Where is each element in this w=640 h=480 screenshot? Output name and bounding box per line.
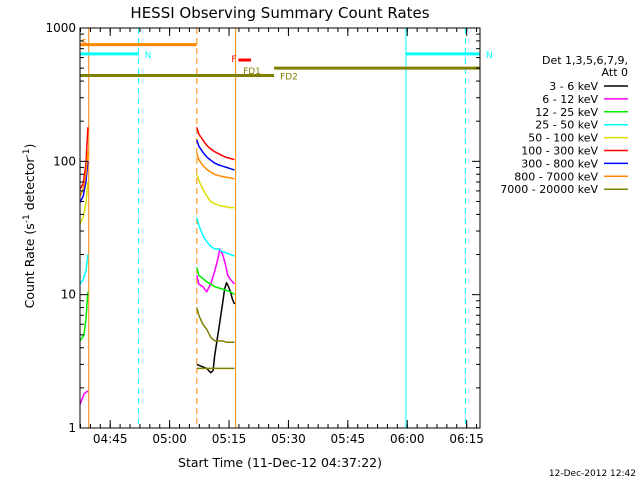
footer-timestamp: 12-Dec-2012 12:42 [549, 469, 636, 479]
legend-label-5: 100 - 300 keV [521, 145, 598, 158]
flag-label-4: FD1 [243, 67, 261, 77]
x-tick-label-3: 05:30 [271, 432, 306, 446]
legend-label-7: 800 - 7000 keV [514, 170, 598, 183]
plot-frame [79, 27, 481, 429]
legend-label-0: 3 - 6 keV [549, 80, 598, 93]
series-1-line-0 [79, 390, 89, 405]
series-6-line-1 [196, 139, 235, 171]
y-axis-label-sup1: -1 [22, 214, 32, 223]
y-tick-label-0: 1 [68, 421, 76, 435]
y-axis-label-end: ) [22, 144, 37, 149]
flag-label-2: N [486, 51, 493, 61]
series-0-line-0 [196, 281, 236, 374]
flag-label-5: FD2 [280, 73, 298, 83]
x-tick-label-6: 06:15 [449, 432, 484, 446]
y-axis-label-mid: detector [22, 157, 37, 215]
y-tick-label-3: 1000 [45, 21, 76, 35]
flag-label-3: F [231, 55, 236, 65]
series-3-line-1 [196, 217, 235, 257]
legend-header-0: Det 1,3,5,6,7,9, [542, 54, 628, 67]
y-axis-label-sup2: -1 [22, 149, 32, 158]
x-axis-label: Start Time (11-Dec-12 04:37:22) [178, 455, 382, 470]
y-axis: 1 10 100 1000 [45, 21, 480, 435]
y-axis-label-main: Count Rate (s [22, 223, 37, 308]
legend-label-8: 7000 - 20000 keV [500, 183, 598, 196]
chart-title: HESSI Observing Summary Count Rates [130, 4, 429, 22]
x-tick-label-4: 05:45 [331, 432, 366, 446]
series-4-line-1 [196, 174, 235, 209]
series-4-line-0 [79, 181, 89, 225]
x-tick-label-2: 05:15 [212, 432, 247, 446]
legend-label-4: 50 - 100 keV [528, 132, 598, 145]
series-8-line-0 [196, 307, 235, 343]
x-tick-label-5: 06:00 [390, 432, 425, 446]
series-3-line-0 [79, 254, 89, 285]
series-5-line-1 [196, 127, 235, 161]
y-tick-label-1: 10 [61, 288, 76, 302]
y-axis-label: Count Rate (s-1 detector-1) [22, 144, 37, 309]
series-2-line-1 [196, 267, 235, 296]
plot-area: S N N F FD1 FD2 [79, 27, 493, 429]
series-6-line-0 [79, 161, 89, 203]
legend-label-1: 6 - 12 keV [542, 93, 598, 106]
x-tick-label-1: 05:00 [152, 432, 187, 446]
x-tick-label-0: 04:45 [93, 432, 128, 446]
series-5-line-0 [79, 127, 89, 190]
legend-label-2: 12 - 25 keV [535, 106, 598, 119]
series-7-line-1 [196, 152, 235, 180]
legend-label-6: 300 - 800 keV [521, 157, 598, 170]
y-tick-label-2: 100 [53, 154, 76, 168]
legend-label-3: 25 - 50 keV [535, 119, 598, 132]
series-7-line-0 [79, 150, 89, 197]
flag-label-0: S [81, 39, 87, 49]
flag-label-1: N [145, 51, 152, 61]
x-axis: 04:45 05:00 05:15 05:30 05:45 06:00 06:15 [80, 28, 484, 446]
series-2-line-0 [79, 291, 89, 342]
legend-header-1: Att 0 [602, 66, 628, 79]
series-1-line-1 [196, 248, 236, 293]
